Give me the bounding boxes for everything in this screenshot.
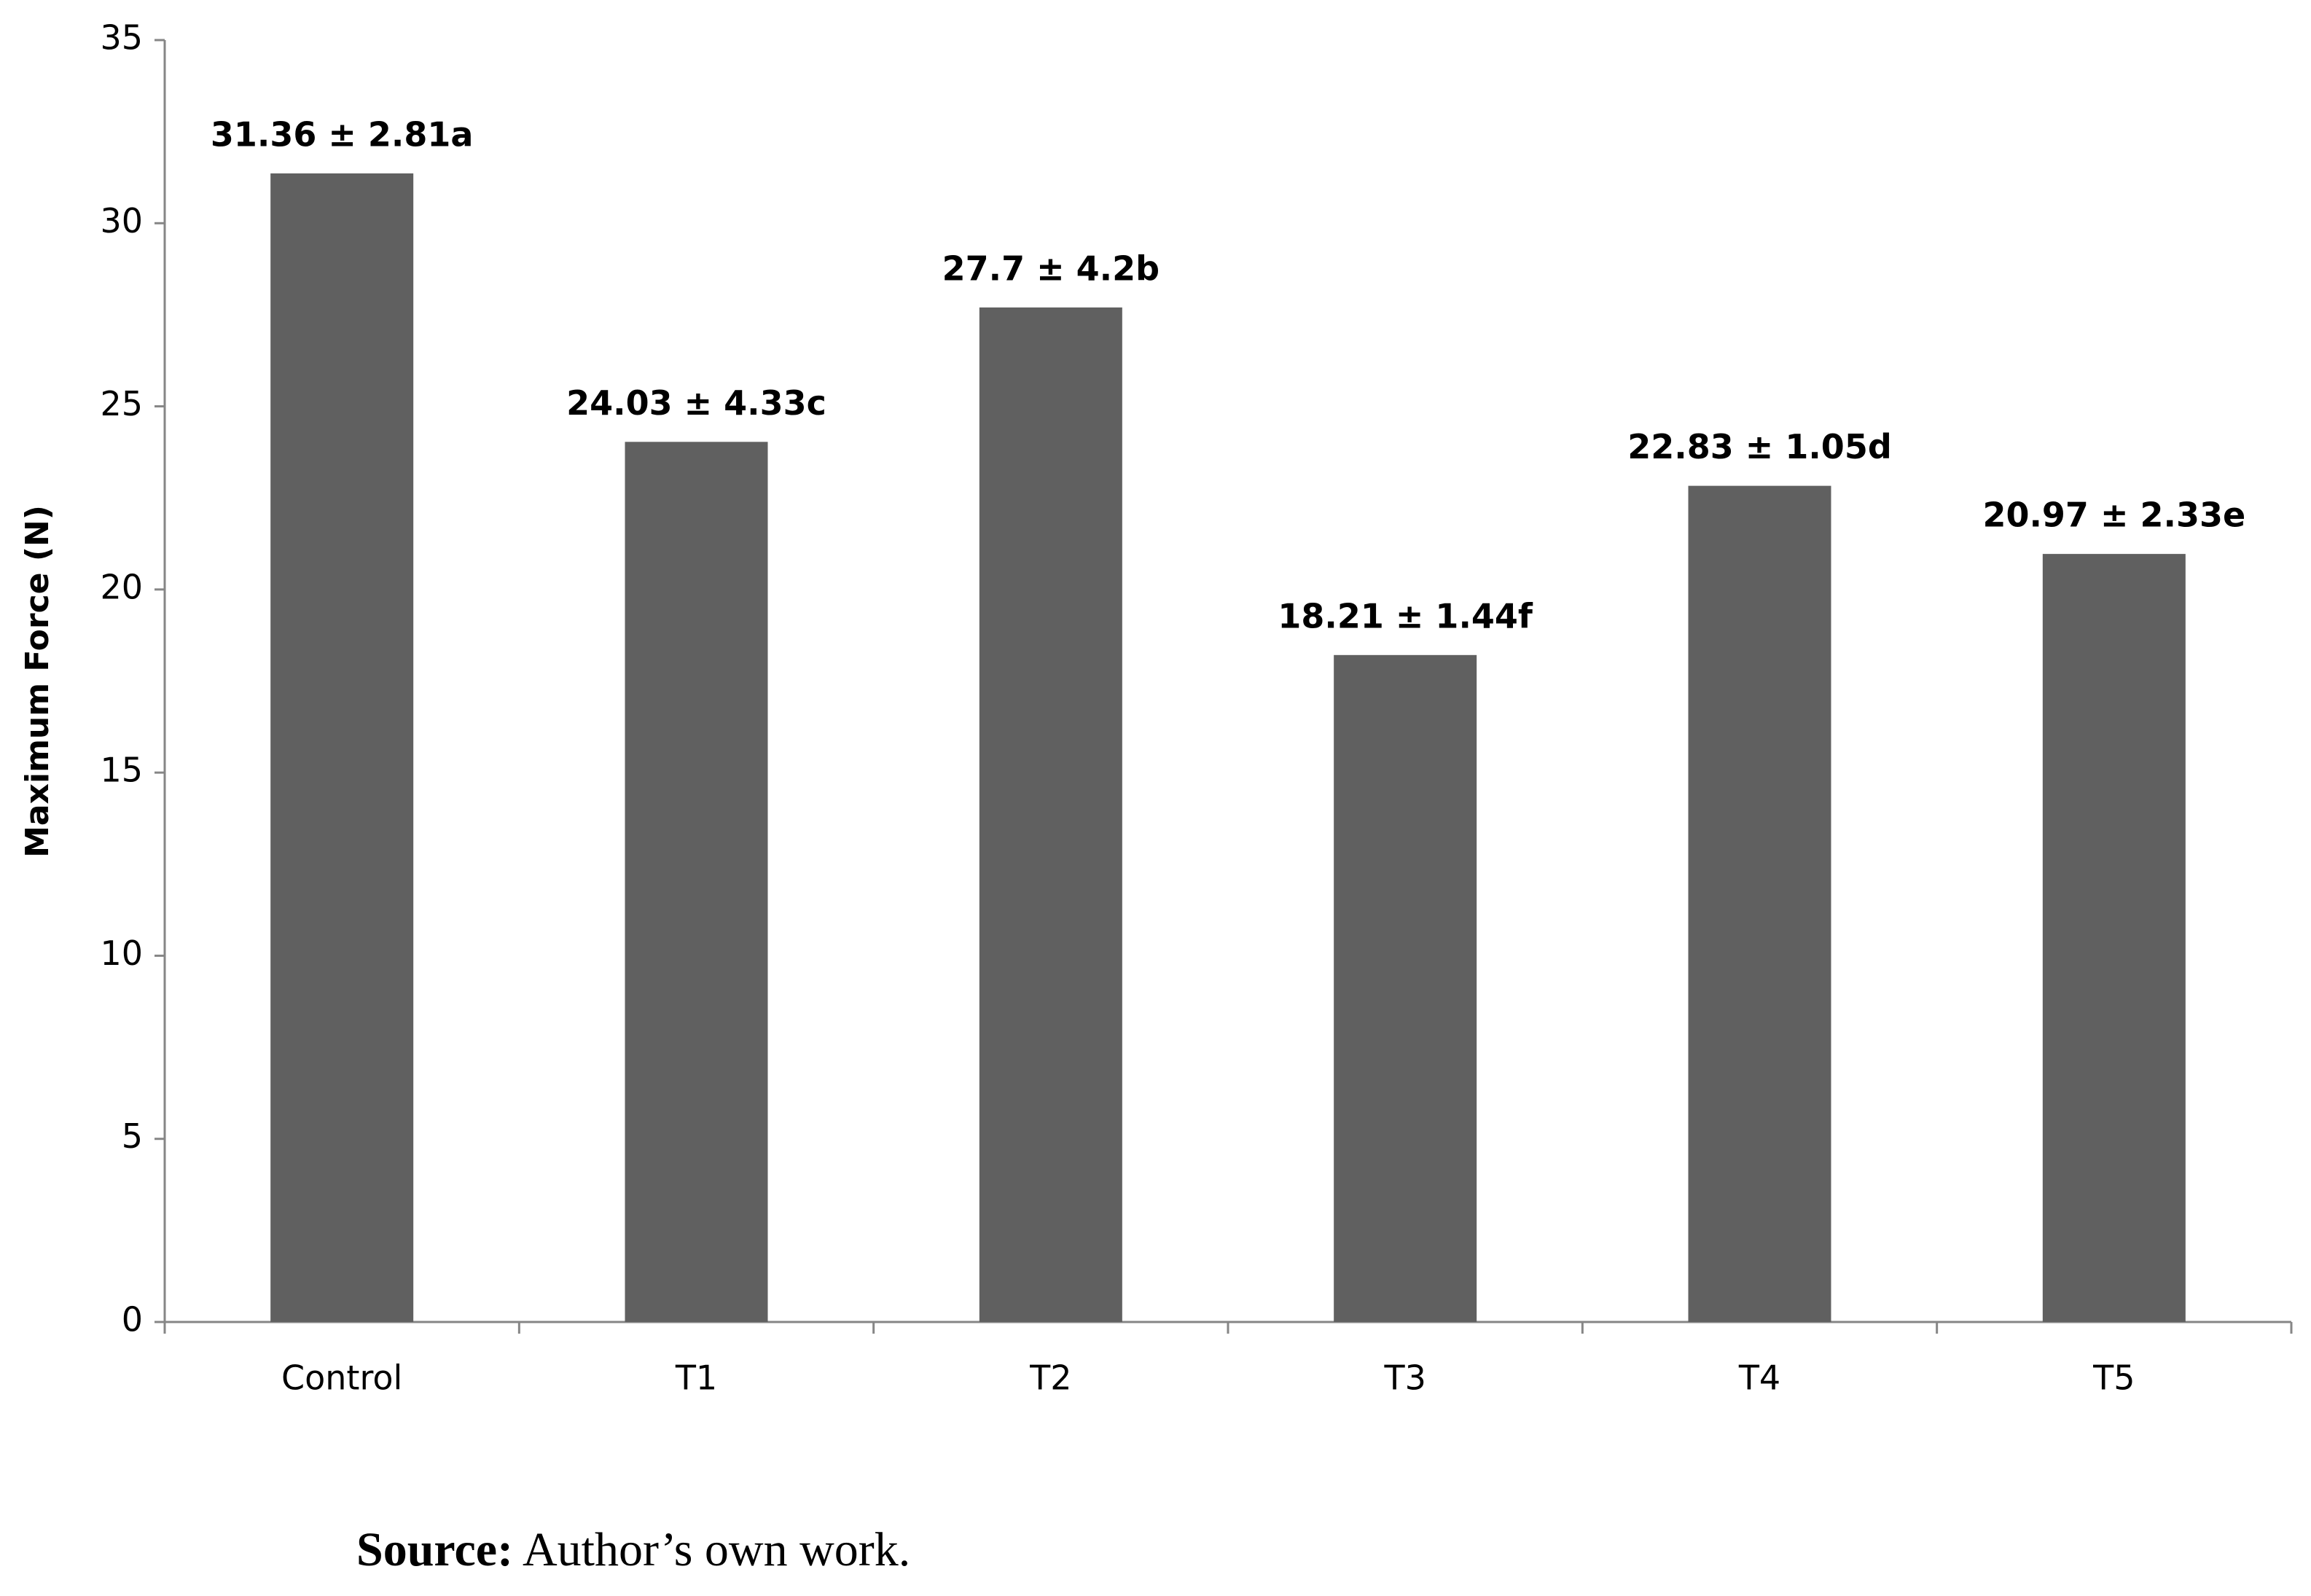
bar (1334, 654, 1477, 1322)
caption-label: Source: (356, 1523, 513, 1576)
caption-text: Author’s own work. (523, 1523, 910, 1576)
x-tick-label: T5 (2092, 1358, 2135, 1398)
y-tick-label: 0 (122, 1300, 143, 1339)
value-label: 31.36 ± 2.81a (211, 114, 474, 154)
y-tick-label: 20 (100, 567, 143, 606)
bar (2042, 554, 2186, 1323)
bar (979, 307, 1122, 1322)
x-tick-label: T1 (675, 1358, 717, 1398)
value-label: 18.21 ± 1.44f (1278, 596, 1533, 635)
x-tick-label: T4 (1738, 1358, 1780, 1398)
value-label: 27.7 ± 4.2b (942, 249, 1160, 288)
y-tick-label: 10 (100, 934, 143, 973)
bar (625, 442, 768, 1323)
y-tick-label: 25 (100, 384, 143, 423)
bar (270, 173, 414, 1322)
value-label: 22.83 ± 1.05d (1627, 427, 1892, 466)
y-tick-label: 15 (100, 751, 143, 790)
y-tick-label: 30 (100, 201, 143, 240)
value-label: 24.03 ± 4.33c (566, 383, 826, 423)
caption: Source: Author’s own work. (356, 1523, 910, 1576)
value-label: 20.97 ± 2.33e (1982, 496, 2245, 535)
bar (1688, 485, 1831, 1323)
y-tick-label: 5 (122, 1116, 143, 1156)
x-tick-label: Control (281, 1358, 402, 1398)
y-axis-title: Maximum Force (N) (19, 505, 56, 858)
y-tick-label: 35 (100, 18, 143, 58)
x-tick-label: T2 (1029, 1358, 1071, 1398)
x-tick-label: T3 (1383, 1358, 1426, 1398)
